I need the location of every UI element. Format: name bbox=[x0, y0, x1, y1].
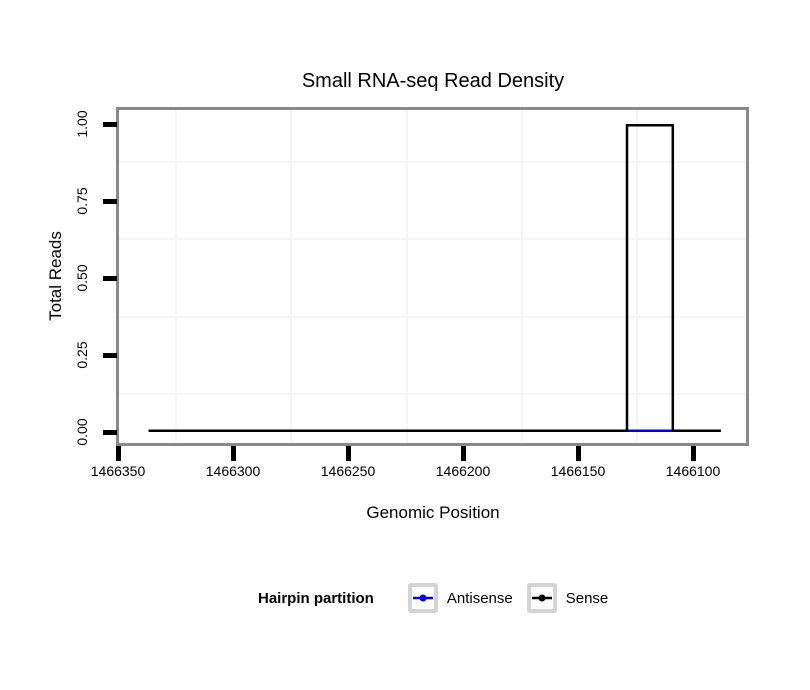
x-tick-mark bbox=[575, 446, 581, 461]
x-tick-label: 1466100 bbox=[665, 463, 721, 479]
gridline-horizontal bbox=[119, 393, 746, 395]
gridline-horizontal bbox=[119, 316, 746, 318]
y-tick-label: 0.25 bbox=[74, 341, 90, 369]
gridline-vertical bbox=[175, 110, 177, 443]
legend: Hairpin partition Antisense Sense bbox=[258, 583, 608, 613]
x-axis-title: Genomic Position bbox=[366, 503, 500, 522]
gridline-vertical bbox=[406, 110, 408, 443]
gridline-horizontal bbox=[119, 238, 746, 240]
y-tick-mark bbox=[103, 352, 117, 358]
gridline-vertical bbox=[290, 110, 292, 443]
x-tick-label: 1466200 bbox=[435, 463, 491, 479]
sense-line-point-icon bbox=[412, 594, 433, 602]
y-tick-label: 0.50 bbox=[74, 264, 90, 292]
y-tick-mark bbox=[103, 121, 117, 127]
gridline-vertical bbox=[636, 110, 638, 443]
legend-label-sense: Antisense bbox=[446, 589, 513, 607]
x-tick-mark bbox=[115, 446, 121, 461]
y-tick-mark bbox=[103, 198, 117, 204]
y-tick-label: 1.00 bbox=[74, 110, 90, 138]
x-tick-label: 1466300 bbox=[205, 463, 261, 479]
series-sense bbox=[148, 124, 721, 433]
legend-title: Hairpin partition bbox=[258, 589, 374, 607]
x-tick-mark bbox=[690, 446, 696, 461]
x-tick-mark bbox=[460, 446, 466, 461]
legend-key-antisense bbox=[526, 583, 557, 613]
x-tick-label: 1466150 bbox=[550, 463, 606, 479]
y-tick-mark bbox=[103, 429, 117, 435]
legend-label-antisense: Sense bbox=[565, 589, 609, 607]
legend-key-sense bbox=[407, 583, 438, 613]
x-tick-mark bbox=[345, 446, 351, 461]
x-tick-label: 1466350 bbox=[90, 463, 146, 479]
y-tick-label: 0.00 bbox=[74, 418, 90, 446]
y-tick-mark bbox=[103, 275, 117, 281]
plot-title: Small RNA-seq Read Density bbox=[301, 70, 565, 92]
x-tick-label: 1466250 bbox=[320, 463, 376, 479]
y-axis-title: Total Reads bbox=[46, 231, 65, 321]
gridline-horizontal bbox=[119, 161, 746, 163]
x-tick-mark bbox=[230, 446, 236, 461]
plot-panel bbox=[116, 107, 749, 446]
antisense-line-point-icon bbox=[531, 594, 552, 602]
gridline-vertical bbox=[521, 110, 523, 443]
y-tick-label: 0.75 bbox=[74, 187, 90, 215]
series-layer bbox=[148, 124, 721, 433]
